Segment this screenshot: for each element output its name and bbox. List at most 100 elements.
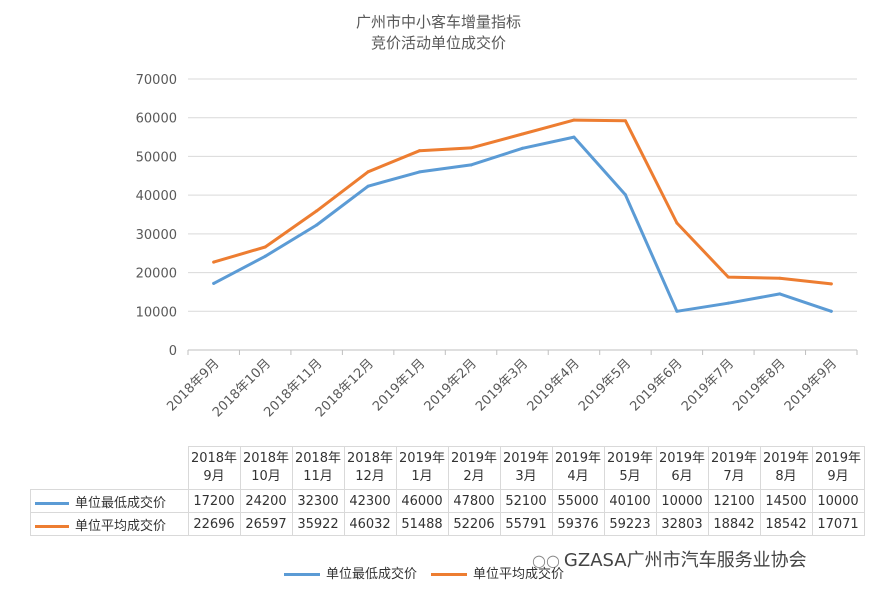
series-line-0 — [212, 135, 833, 313]
series-0-point-11 — [778, 292, 782, 296]
table-cell-1-6: 55791 — [499, 512, 553, 536]
y-tick-label-0: 0 — [169, 344, 177, 359]
y-tick-label-70000: 70000 — [136, 73, 177, 88]
table-header-4-part-1: 1月 — [411, 469, 433, 484]
table-series-name-1: 单位平均成交价 — [75, 518, 167, 534]
y-tick-label-60000: 60000 — [136, 112, 177, 127]
table-header-12-part-1: 9月 — [827, 469, 849, 484]
legend-label-1: 单位平均成交价 — [473, 567, 565, 582]
series-0-point-0 — [212, 281, 216, 285]
table-header-0-part-0: 2018年 — [190, 451, 238, 466]
table-cell-0-1: 24200 — [239, 489, 293, 513]
table-header-11: 2019年 8月 — [759, 446, 813, 490]
table-cell-0-11: 14500 — [759, 489, 813, 513]
table-header-3-part-1: 12月 — [355, 469, 385, 484]
table-cell-0-5: 47800 — [447, 489, 501, 513]
x-tick-label-6: 2019年3月 — [473, 356, 531, 414]
x-tick-label-5: 2019年2月 — [422, 356, 480, 414]
series-1-point-7 — [572, 118, 576, 122]
table-header-8-part-1: 5月 — [619, 469, 641, 484]
series-0-point-1 — [263, 254, 267, 258]
x-tick-label-8: 2019年5月 — [576, 356, 634, 414]
legend-label-0: 单位最低成交价 — [326, 567, 418, 582]
table-row: 单位平均成交价 22696 26597 35922 46032 51488 52206 557… — [30, 512, 865, 536]
x-tick-label-10: 2019年7月 — [679, 356, 737, 414]
series-1-point-9 — [675, 221, 679, 225]
series-1-point-6 — [521, 132, 524, 136]
table-series-label-0: 单位最低成交价 — [30, 489, 189, 513]
series-0-point-2 — [315, 223, 319, 227]
table-cell-0-0: 17200 — [187, 489, 241, 513]
table-header-7-part-1: 4月 — [567, 469, 589, 484]
series-0-point-4 — [418, 170, 422, 174]
table-cell-0-10: 12100 — [707, 489, 761, 513]
y-tick-label-40000: 40000 — [136, 189, 177, 204]
series-0-point-3 — [366, 184, 370, 188]
table-header-6: 2019年 3月 — [499, 446, 553, 490]
table-cell-0-3: 42300 — [343, 489, 397, 513]
table-cell-0-12: 10000 — [811, 489, 865, 513]
table-header-11-part-0: 2019年 — [762, 451, 810, 466]
table-cell-1-5: 52206 — [447, 512, 501, 536]
x-tick-label-9: 2019年6月 — [627, 356, 685, 414]
table-cell-0-9: 10000 — [655, 489, 709, 513]
table-header-6-part-1: 3月 — [515, 469, 537, 484]
data-table: 2018年 9月 2018年 10月 2018年 11月 2018年 12月 2019年 1月 20… — [30, 446, 865, 536]
table-header-8-part-0: 2019年 — [606, 451, 654, 466]
series-0-point-10 — [726, 301, 730, 305]
table-header-10: 2019年 7月 — [707, 446, 761, 490]
series-1-point-5 — [469, 146, 473, 150]
series-0-point-12 — [829, 309, 833, 313]
table-cell-1-12: 17071 — [811, 512, 865, 536]
table-header-2-part-0: 2018年 — [294, 451, 342, 466]
table-cell-0-7: 55000 — [551, 489, 605, 513]
table-header-5-part-0: 2019年 — [450, 451, 498, 466]
table-cell-1-11: 18542 — [759, 512, 813, 536]
table-cell-1-2: 35922 — [291, 512, 345, 536]
series-0-point-6 — [521, 146, 524, 150]
line-chart: 0100002000030000400005000060000700002018… — [136, 73, 858, 420]
y-tick-label-30000: 30000 — [136, 228, 177, 243]
chart-title: 广州市中小客车增量指标 竞价活动单位成交价 — [0, 12, 877, 54]
series-1-point-11 — [778, 276, 782, 280]
series-0-point-8 — [623, 193, 627, 197]
table-cell-0-2: 32300 — [291, 489, 345, 513]
watermark: ○○ GZASA广州市汽车服务业协会 — [532, 546, 807, 572]
table-series-swatch-0 — [35, 501, 69, 505]
series-line-1 — [212, 118, 833, 286]
table-header-9: 2019年 6月 — [655, 446, 709, 490]
table-header-5-part-1: 2月 — [463, 469, 485, 484]
table-header-1: 2018年 10月 — [239, 446, 293, 490]
table-cell-1-3: 46032 — [343, 512, 397, 536]
series-0-point-9 — [675, 309, 679, 313]
table-header-7-part-0: 2019年 — [554, 451, 602, 466]
table-cell-1-4: 51488 — [395, 512, 449, 536]
series-1-point-8 — [623, 119, 627, 123]
table-header-2-part-1: 11月 — [303, 469, 333, 484]
x-tick-label-4: 2019年1月 — [370, 356, 428, 414]
table-header-3-part-0: 2018年 — [346, 451, 394, 466]
table-header-3: 2018年 12月 — [343, 446, 397, 490]
table-header-12-part-0: 2019年 — [814, 451, 862, 466]
y-tick-label-20000: 20000 — [136, 267, 177, 282]
wechat-icon: ○○ — [532, 551, 560, 570]
x-tick-label-11: 2019年8月 — [730, 356, 788, 414]
table-cell-1-7: 59376 — [551, 512, 605, 536]
table-header-11-part-1: 8月 — [775, 469, 797, 484]
table-header-row: 2018年 9月 2018年 10月 2018年 11月 2018年 12月 2019年 1月 20… — [31, 446, 865, 490]
series-1-point-2 — [315, 209, 319, 213]
chart-title-line-1: 广州市中小客车增量指标 — [355, 13, 521, 31]
table-header-2: 2018年 11月 — [291, 446, 345, 490]
table-series-label-1: 单位平均成交价 — [30, 512, 189, 536]
chart-title-line-2: 竞价活动单位成交价 — [370, 34, 506, 52]
table-cell-0-4: 46000 — [395, 489, 449, 513]
table-header-8: 2019年 5月 — [603, 446, 657, 490]
table-header-1-part-1: 10月 — [251, 469, 281, 484]
table-header-7: 2019年 4月 — [551, 446, 605, 490]
series-0-point-5 — [469, 163, 473, 167]
table-header-4-part-0: 2019年 — [398, 451, 446, 466]
series-0-point-7 — [572, 135, 576, 139]
watermark-text: GZASA广州市汽车服务业协会 — [563, 550, 807, 571]
table-header-6-part-0: 2019年 — [502, 451, 550, 466]
table-corner-cell — [31, 447, 189, 490]
